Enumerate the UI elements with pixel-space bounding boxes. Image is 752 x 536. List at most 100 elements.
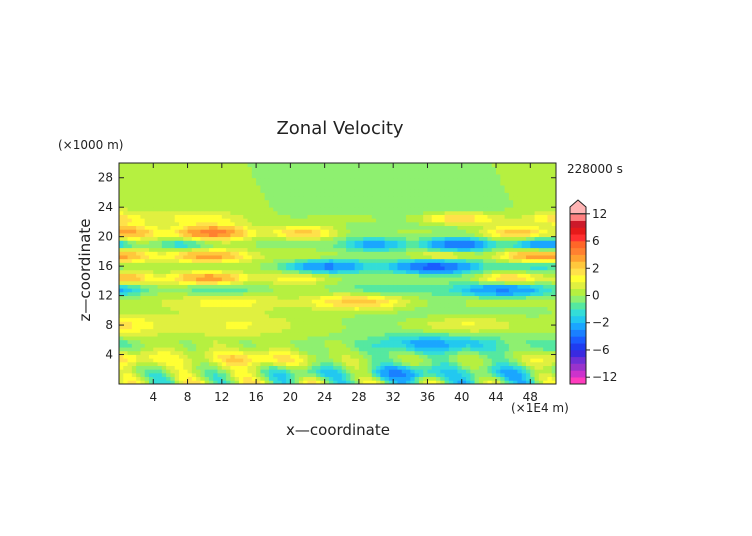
heatmap-cell <box>268 225 274 230</box>
heatmap-cell <box>328 339 334 344</box>
heatmap-cell <box>324 266 330 271</box>
heatmap-cell <box>196 280 201 285</box>
heatmap-cell <box>204 361 210 366</box>
heatmap-cell <box>320 284 326 289</box>
heatmap-cell <box>221 347 227 352</box>
heatmap-cell <box>123 314 128 319</box>
heatmap-cell <box>260 306 266 311</box>
heatmap-cell <box>487 380 493 385</box>
heatmap-cell <box>328 229 334 234</box>
heatmap-cell <box>234 266 240 271</box>
heatmap-cell <box>157 332 163 337</box>
heatmap-cell <box>221 255 227 260</box>
heatmap-cell <box>281 365 287 370</box>
heatmap-cell <box>200 310 206 315</box>
heatmap-cell <box>161 376 167 381</box>
heatmap-cell <box>436 266 441 271</box>
heatmap-cell <box>384 317 390 322</box>
heatmap-cell <box>376 247 381 252</box>
heatmap-cell <box>358 291 364 296</box>
heatmap-cell <box>286 354 291 359</box>
heatmap-cell <box>316 325 321 330</box>
heatmap-cell <box>170 372 176 378</box>
heatmap-cell <box>170 251 176 256</box>
heatmap-cell <box>256 284 261 289</box>
heatmap-cell <box>483 365 488 370</box>
heatmap-cell <box>367 210 373 215</box>
heatmap-cell <box>388 251 394 256</box>
heatmap-cell <box>496 369 501 374</box>
heatmap-cell <box>504 262 510 267</box>
heatmap-cell <box>496 376 501 381</box>
heatmap-cell <box>166 336 171 341</box>
heatmap-cell <box>328 225 334 230</box>
heatmap-cell <box>470 284 475 289</box>
heatmap-cell <box>543 380 548 385</box>
heatmap-cell <box>427 365 433 370</box>
heatmap-cell <box>418 221 424 227</box>
heatmap-cell <box>526 251 531 256</box>
heatmap-cell <box>277 358 283 363</box>
heatmap-cell <box>230 266 236 271</box>
heatmap-cell <box>264 299 270 304</box>
heatmap-cell <box>213 358 218 363</box>
heatmap-cell <box>487 350 493 355</box>
heatmap-cell <box>217 369 223 374</box>
heatmap-cell <box>388 358 394 363</box>
heatmap-cell <box>178 207 184 212</box>
heatmap-cell <box>530 244 535 249</box>
heatmap-cell <box>320 365 326 370</box>
heatmap-cell <box>431 372 437 378</box>
heatmap-cell <box>414 354 420 359</box>
heatmap-cell <box>238 207 244 212</box>
heatmap-cell <box>200 343 206 348</box>
heatmap-cell <box>508 210 514 215</box>
heatmap-cell <box>324 317 330 322</box>
heatmap-cell <box>153 310 158 315</box>
heatmap-cell <box>230 240 236 245</box>
heatmap-cell <box>401 218 407 223</box>
heatmap-cell <box>363 302 368 308</box>
heatmap-cell <box>226 207 231 212</box>
heatmap-cell <box>174 229 180 234</box>
heatmap-cell <box>226 288 231 293</box>
heatmap-cell <box>551 277 557 282</box>
heatmap-cell <box>217 225 223 230</box>
heatmap-cell <box>260 347 266 352</box>
heatmap-cell <box>238 277 244 282</box>
heatmap-cell <box>491 214 497 219</box>
heatmap-cell <box>204 203 210 208</box>
heatmap-cell <box>551 369 557 374</box>
heatmap-cell <box>376 210 381 215</box>
heatmap-cell <box>547 332 553 337</box>
heatmap-cell <box>380 240 386 245</box>
heatmap-cell <box>436 203 441 208</box>
heatmap-cell <box>234 317 240 322</box>
heatmap-cell <box>191 266 197 271</box>
heatmap-cell <box>393 203 398 208</box>
heatmap-cell <box>208 269 214 274</box>
heatmap-cell <box>264 218 270 223</box>
heatmap-cell <box>204 214 210 219</box>
heatmap-cell <box>136 218 141 223</box>
heatmap-cell <box>483 280 488 285</box>
heatmap-cell <box>230 291 236 296</box>
heatmap-cell <box>256 339 261 344</box>
heatmap-cell <box>367 336 373 341</box>
heatmap-cell <box>286 232 291 238</box>
heatmap-cell <box>264 365 270 370</box>
heatmap-cell <box>513 317 518 322</box>
heatmap-cell <box>247 321 253 326</box>
heatmap-cell <box>483 255 488 260</box>
heatmap-cell <box>461 328 467 333</box>
heatmap-cell <box>307 288 313 293</box>
heatmap-cell <box>513 336 518 341</box>
heatmap-cell <box>350 218 356 223</box>
heatmap-cell <box>178 266 184 271</box>
heatmap-cell <box>148 291 154 296</box>
heatmap-cell <box>444 376 450 381</box>
heatmap-cell <box>251 229 257 234</box>
heatmap-cell <box>281 240 287 245</box>
heatmap-cell <box>474 295 480 300</box>
heatmap-cell <box>328 299 334 304</box>
